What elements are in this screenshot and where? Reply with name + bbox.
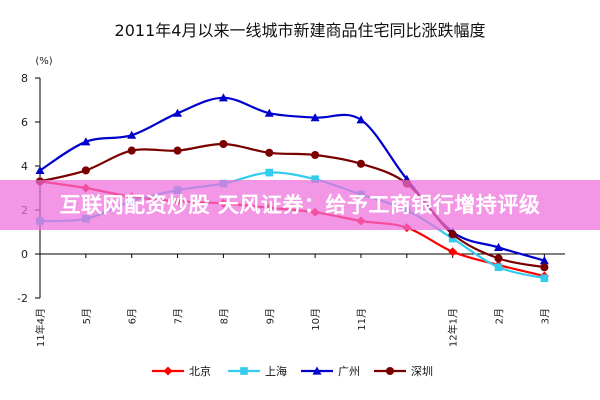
y-tick-label: 8: [21, 72, 28, 85]
data-point: [448, 230, 457, 239]
data-point: [81, 137, 91, 146]
x-tick-label: 6月: [127, 308, 139, 324]
overlay-banner: [0, 180, 600, 230]
x-tick-label: 10月: [310, 308, 322, 331]
data-point: [494, 254, 503, 263]
data-point: [539, 256, 549, 265]
data-point: [448, 247, 458, 257]
legend-item: 深圳: [374, 365, 433, 378]
x-tick-label: 3月: [539, 308, 551, 324]
y-unit-label: (%): [35, 56, 52, 67]
legend-item: 上海: [228, 364, 287, 378]
chart-title: 2011年4月以来一线城市新建商品住宅同比涨跌幅度: [115, 21, 486, 40]
data-point: [35, 165, 45, 174]
y-tick-label: 6: [21, 116, 28, 129]
x-axis-ticks: 11年4月 5月 6月 7月 8月 9月 10月 11月 12年1月 2月 3月: [34, 254, 551, 347]
x-tick-label: 11月: [356, 308, 368, 331]
legend-marker: [240, 367, 248, 375]
legend-label: 上海: [265, 364, 287, 378]
x-tick-label: 8月: [218, 308, 230, 324]
legend-label: 北京: [189, 364, 211, 378]
legend-item: 北京: [152, 364, 211, 378]
data-point: [265, 168, 274, 177]
data-point: [218, 93, 228, 102]
data-point: [265, 148, 274, 157]
data-point: [311, 150, 320, 160]
data-point: [356, 115, 366, 124]
legend-label: 深圳: [411, 365, 433, 378]
overlay-banner-text: 互联网配资炒股 天风证券：给予工商银行增持评级: [59, 193, 541, 217]
data-point: [311, 175, 319, 184]
y-tick-label: -2: [17, 292, 28, 305]
x-tick-label: 2月: [494, 308, 506, 324]
data-point: [127, 146, 136, 155]
x-tick-label: 5月: [81, 308, 93, 324]
data-point: [540, 263, 549, 272]
legend-item: 广州: [301, 365, 360, 378]
legend-label: 广州: [338, 365, 360, 378]
data-point: [173, 108, 183, 117]
data-point: [448, 234, 457, 243]
legend-marker: [163, 366, 173, 376]
data-point: [356, 159, 366, 168]
data-point: [494, 242, 504, 251]
legend-marker: [385, 366, 395, 376]
legend-marker: [312, 366, 322, 375]
data-point: [310, 113, 320, 122]
data-point: [540, 274, 549, 283]
data-point: [494, 263, 503, 272]
series-3: [35, 93, 549, 265]
x-tick-label: 9月: [264, 308, 276, 324]
x-tick-label: 11年4月: [34, 308, 47, 347]
x-tick-label: 12年1月: [447, 308, 460, 347]
data-point: [81, 166, 90, 175]
y-tick-label: 0: [21, 248, 28, 261]
data-point: [219, 139, 228, 149]
x-tick-label: 7月: [173, 308, 185, 324]
data-point: [173, 146, 182, 155]
data-point: [264, 108, 274, 117]
y-tick-label: 4: [21, 160, 28, 173]
legend: 北京 上海 广州 深圳: [152, 364, 433, 378]
data-point: [127, 130, 137, 139]
